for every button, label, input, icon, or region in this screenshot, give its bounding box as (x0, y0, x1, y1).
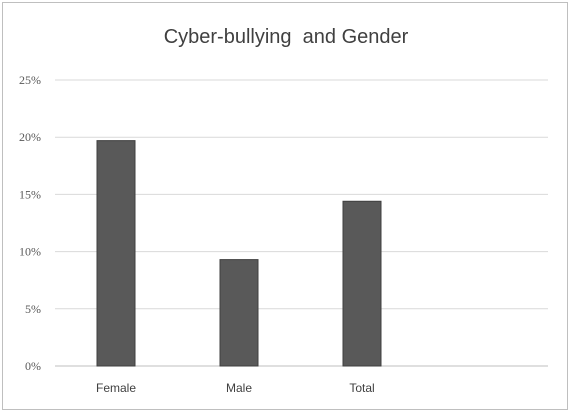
bars (96, 140, 382, 367)
y-tick-label: 5% (25, 302, 41, 316)
y-tick-label: 20% (19, 130, 41, 144)
y-tick-label: 0% (25, 359, 41, 373)
y-axis-ticks: 0% 5% 10% 15% 20% 25% (19, 73, 41, 373)
chart-frame (2, 2, 568, 410)
chart-title: Cyber-bullying and Gender (163, 26, 409, 48)
x-tick-label-male: Male (226, 381, 252, 395)
gridlines (55, 79, 548, 367)
bar-total (342, 200, 382, 367)
y-tick-label: 10% (19, 245, 41, 259)
x-tick-label-total: Total (349, 381, 374, 395)
y-tick-label: 15% (19, 187, 41, 201)
x-axis-labels: Female Male Total (96, 381, 375, 395)
y-tick-label: 25% (19, 73, 41, 87)
x-tick-label-female: Female (96, 381, 136, 395)
bar-female (96, 140, 136, 367)
bar-male (219, 259, 259, 367)
